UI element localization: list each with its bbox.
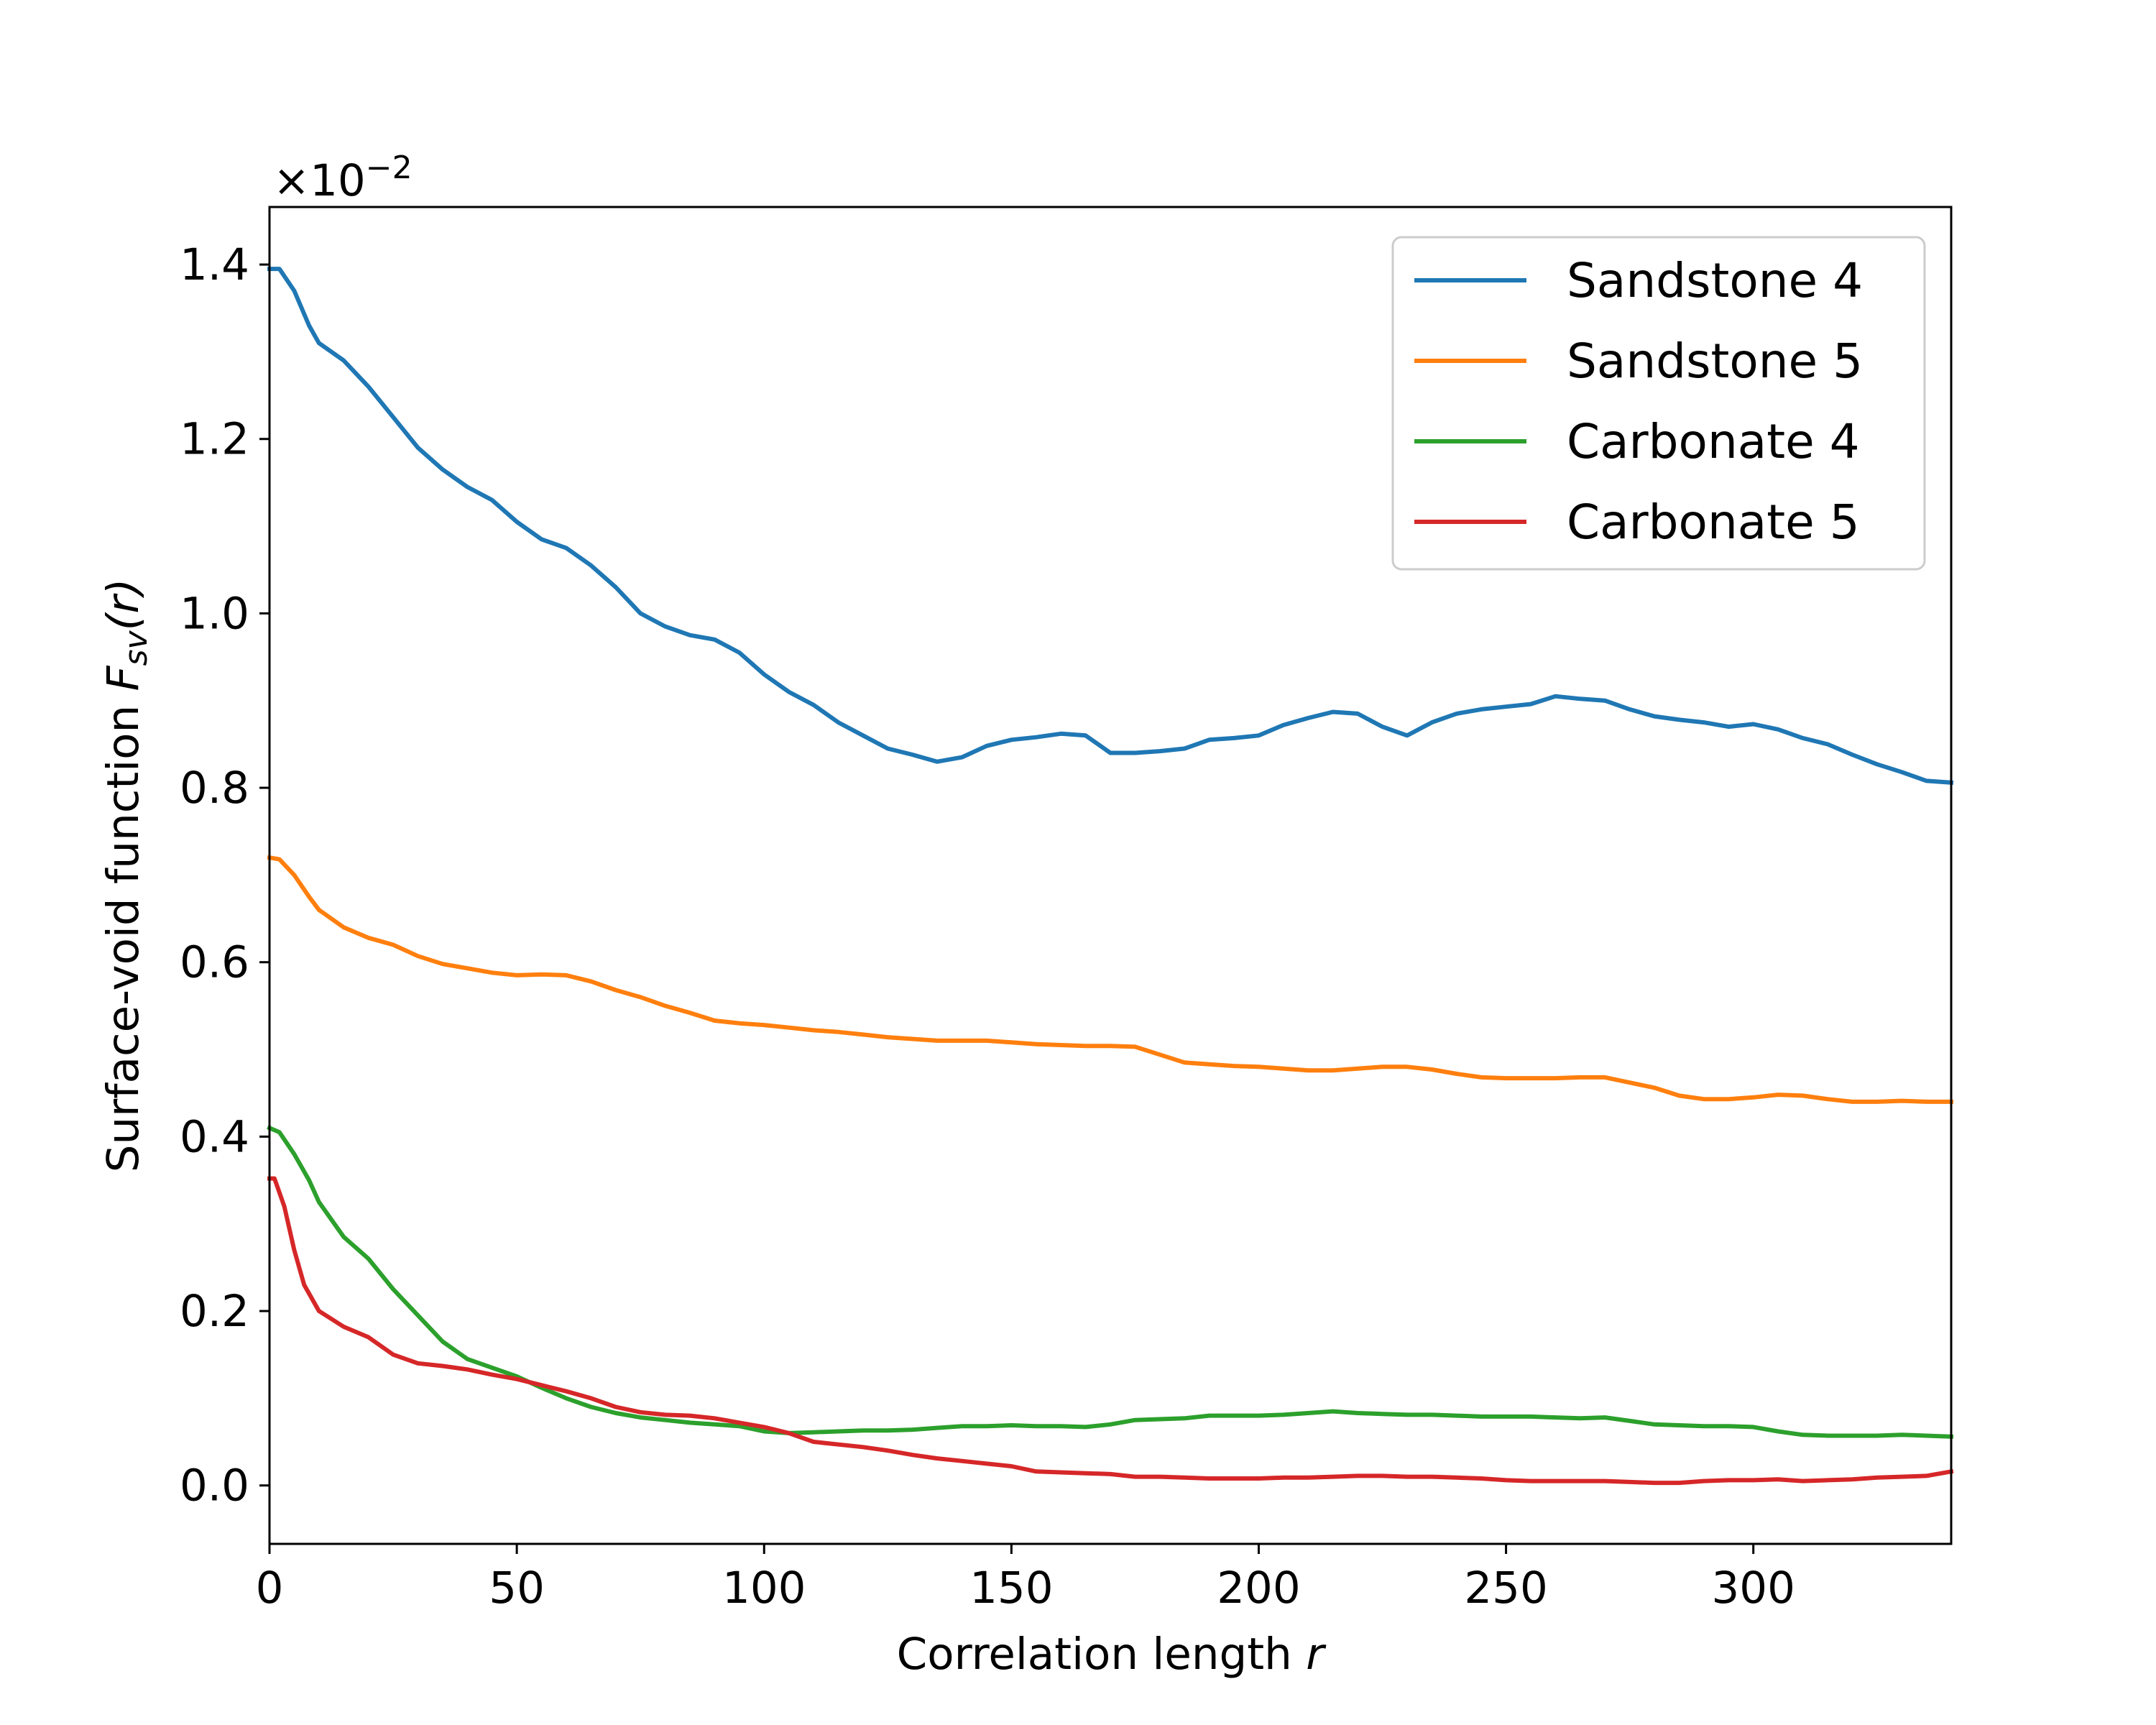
- y-tick-label: 0.2: [180, 1286, 249, 1337]
- plot-frame: [268, 206, 1953, 1545]
- y-tick-label: 0.8: [180, 763, 249, 814]
- x-tick-label: 150: [969, 1563, 1053, 1614]
- series-line-2: [267, 1125, 1954, 1439]
- x-axis: 0 50 100 150 200 250 300: [256, 1544, 1795, 1614]
- y-tick-label: 1.2: [180, 414, 249, 465]
- y-axis-label: Surface-void function Fsv(r): [98, 579, 155, 1173]
- x-tick-label: 250: [1464, 1563, 1547, 1614]
- x-tick-label: 0: [256, 1563, 284, 1614]
- y-axis: 0.0 0.2 0.4 0.6 0.8 1.0 1.2 1.4: [180, 239, 270, 1512]
- legend: Sandstone 4 Sandstone 5 Carbonate 4 Carbona…: [1391, 236, 1926, 571]
- x-tick-label: 50: [489, 1563, 545, 1614]
- series-line-1: [267, 855, 1953, 1104]
- y-tick-label: 1.0: [180, 588, 249, 639]
- legend-label-1: Sandstone 5: [1567, 334, 1863, 389]
- legend-label-3: Carbonate 5: [1567, 494, 1860, 550]
- series-layer: [267, 267, 1954, 1486]
- legend-label-2: Carbonate 4: [1567, 414, 1860, 469]
- x-axis-label: Correlation length r: [897, 1629, 1327, 1680]
- legend-label-0: Sandstone 4: [1567, 253, 1863, 308]
- x-tick-label: 100: [722, 1563, 806, 1614]
- y-tick-label: 1.4: [180, 239, 249, 290]
- legend-frame: [1391, 236, 1926, 571]
- y-tick-label: 0.4: [180, 1111, 249, 1162]
- series-line-3: [267, 1176, 1954, 1486]
- series-line-0: [267, 267, 1954, 786]
- x-tick-label: 300: [1711, 1563, 1795, 1614]
- y-tick-label: 0.6: [180, 937, 249, 988]
- y-axis-multiplier: ×10−2: [273, 150, 413, 206]
- x-tick-label: 200: [1217, 1563, 1300, 1614]
- y-tick-label: 0.0: [180, 1460, 249, 1512]
